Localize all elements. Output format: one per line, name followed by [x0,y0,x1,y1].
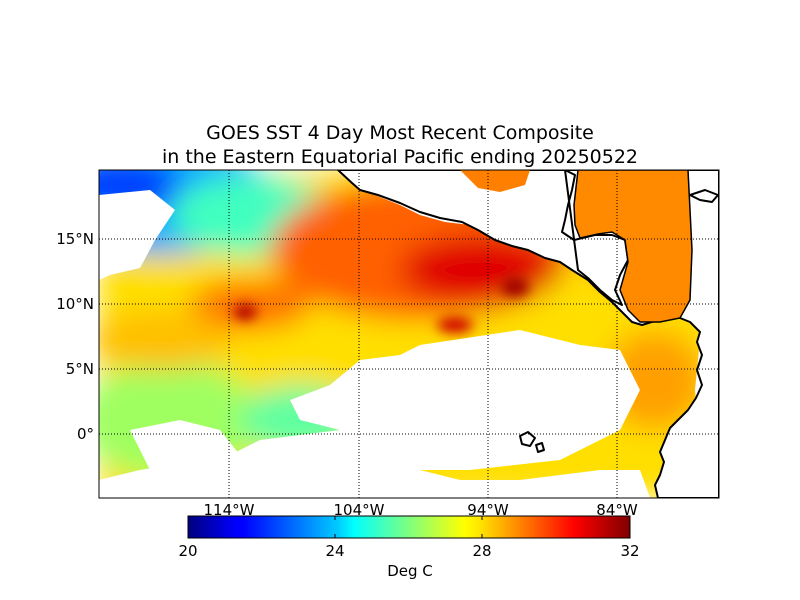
lon-label-114w: 114°W [203,501,255,519]
lon-label-104w: 104°W [333,501,385,519]
sst-field [99,170,719,498]
lat-label-5n: 5°N [65,360,94,378]
colorbar-tick-24: 24 [325,542,345,560]
colorbar-ticks [334,516,483,538]
colorbar-tick-32: 32 [620,542,640,560]
map-title-line-1: GOES SST 4 Day Most Recent Composite [206,122,594,144]
lat-label-0: 0° [76,425,94,443]
colorbar-tick-28: 28 [472,542,492,560]
lon-label-84w: 84°W [596,501,638,519]
map-title-line-2: in the Eastern Equatorial Pacific ending… [161,146,639,168]
graticule [99,170,719,498]
lon-label-94w: 94°W [467,501,509,519]
colorbar [187,515,631,539]
lat-label-10n: 10°N [56,295,94,313]
colorbar-tick-20: 20 [178,542,198,560]
caribbean-waters [460,170,693,323]
map-frame [98,169,720,499]
colorbar-title: Deg C [387,562,433,580]
lat-label-15n: 15°N [56,230,94,248]
